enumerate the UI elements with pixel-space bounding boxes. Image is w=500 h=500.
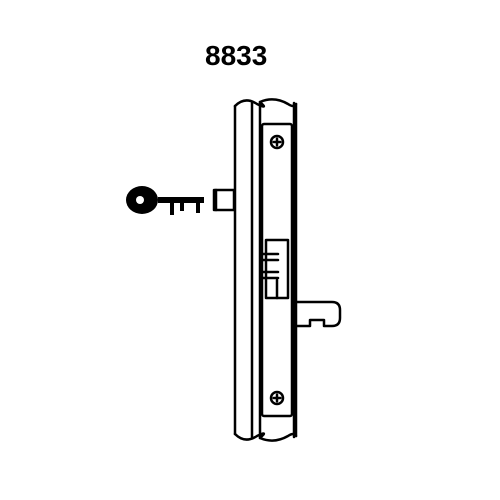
diagram-canvas: 8833 [0,0,500,500]
model-number: 8833 [205,40,267,72]
lock-diagram [0,0,500,500]
